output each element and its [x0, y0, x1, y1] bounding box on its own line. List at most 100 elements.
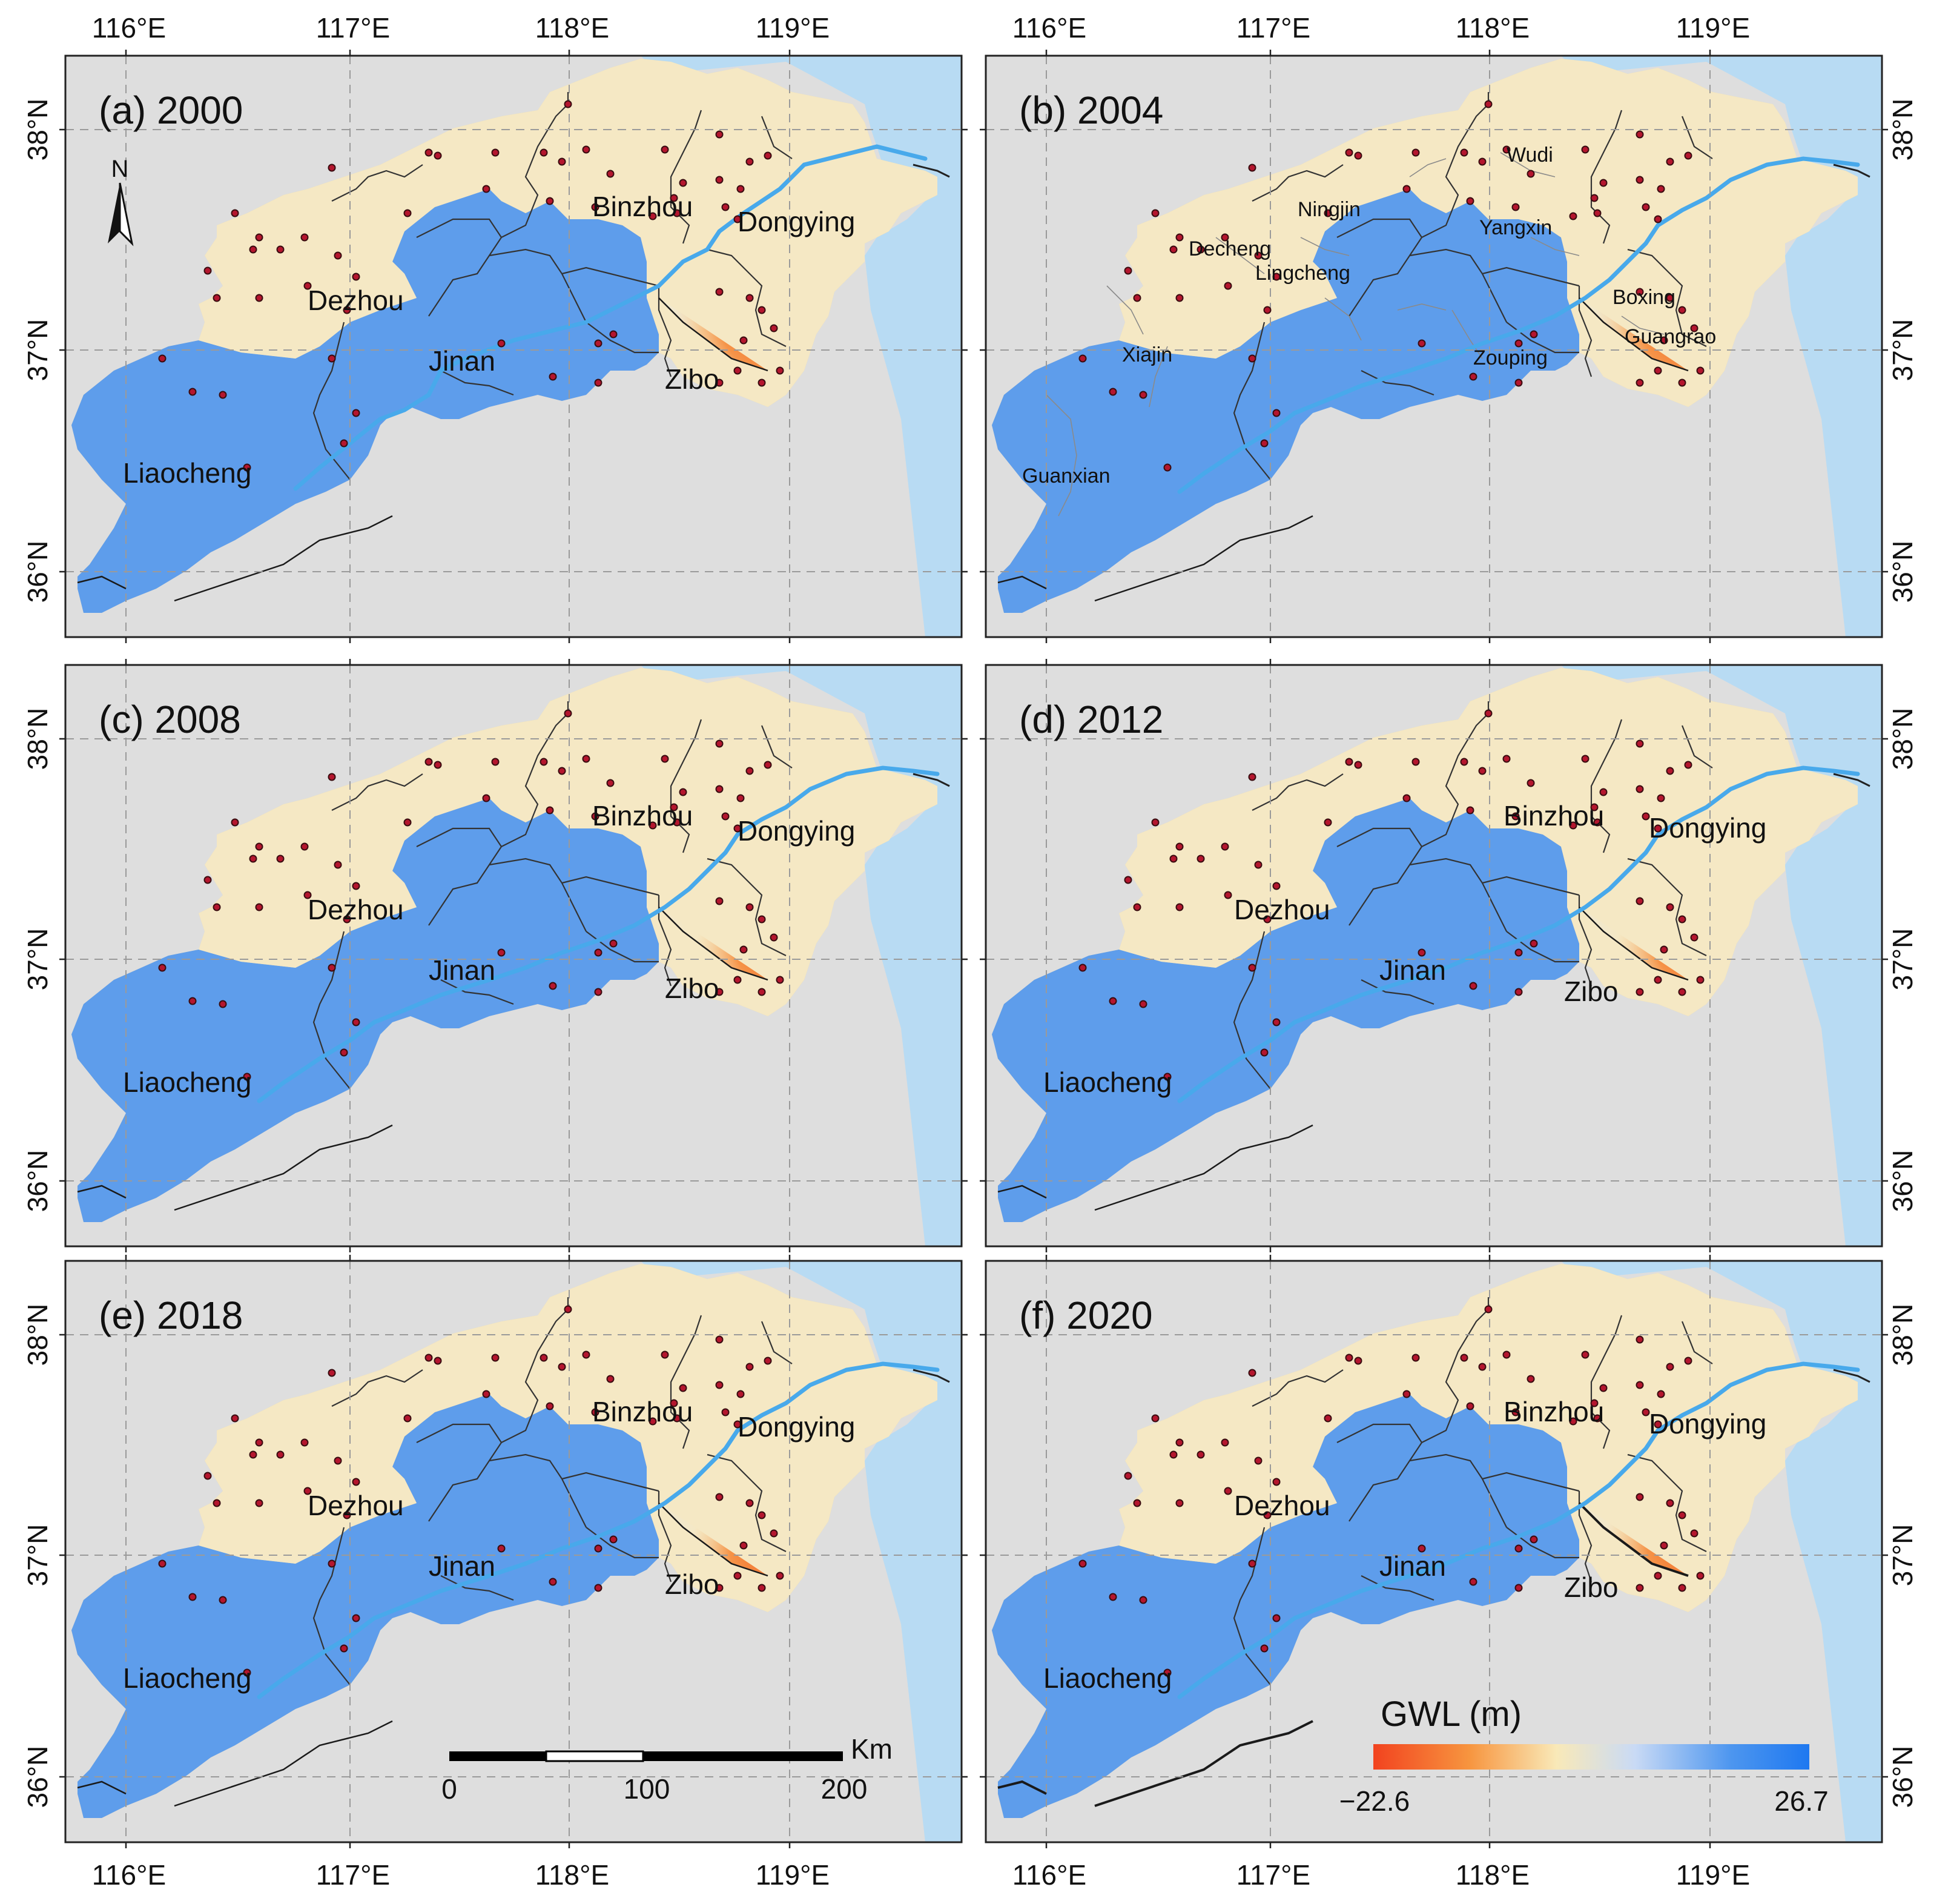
- monitoring-well: [1684, 151, 1692, 160]
- monitoring-well: [1254, 251, 1263, 260]
- monitoring-well: [1514, 948, 1523, 957]
- panel-frame: [64, 1260, 963, 1843]
- monitoring-well: [1642, 812, 1650, 821]
- monitoring-well: [1696, 366, 1705, 375]
- monitoring-well: [352, 882, 360, 890]
- city-label-jinan: Jinan: [429, 954, 495, 986]
- monitoring-well: [1569, 1417, 1577, 1426]
- county-label-guangrao: Guangrao: [1625, 325, 1716, 348]
- city-label-zibo: Zibo: [665, 973, 719, 1004]
- monitoring-well: [213, 294, 221, 302]
- monitoring-well: [1221, 233, 1229, 242]
- yellow-river: [293, 144, 928, 491]
- city-boundaries: [1233, 92, 1713, 480]
- monitoring-well: [745, 1363, 754, 1371]
- monitoring-well: [591, 203, 599, 211]
- monitoring-well: [243, 1668, 251, 1677]
- monitoring-well: [540, 758, 548, 766]
- city-label-dongying: Dongying: [738, 206, 855, 237]
- monitoring-well: [1469, 372, 1477, 381]
- monitoring-well: [1151, 209, 1160, 217]
- lat-label-36: 36°N: [22, 1746, 53, 1808]
- monitoring-well: [745, 903, 754, 911]
- monitoring-well: [1354, 1357, 1362, 1365]
- monitoring-well: [276, 245, 285, 254]
- monitoring-well: [564, 1305, 572, 1314]
- monitoring-well: [1124, 266, 1132, 275]
- monitoring-wells: [158, 100, 784, 472]
- monitoring-well: [558, 157, 566, 166]
- lat-label-38: 38°N: [22, 1304, 53, 1366]
- monitoring-well: [715, 176, 724, 184]
- monitoring-well: [594, 988, 602, 996]
- monitoring-well: [591, 1408, 599, 1416]
- monitoring-well: [1224, 282, 1232, 290]
- monitoring-well: [1657, 185, 1665, 193]
- monitoring-well: [606, 1375, 615, 1383]
- monitoring-wells: [158, 1305, 784, 1677]
- panel-a: Binzhou Dongying Dezhou Jinan Zibo Liaocheng 1…: [22, 12, 968, 643]
- monitoring-well: [340, 439, 348, 448]
- lon-label-top-116: 116°E: [1012, 12, 1086, 44]
- lon-label-bottom-118: 118°E: [535, 1859, 609, 1891]
- monitoring-well: [594, 948, 602, 957]
- monitoring-well: [1666, 767, 1674, 775]
- monitoring-well: [1345, 148, 1353, 157]
- monitoring-well: [213, 903, 221, 911]
- region-outline: [997, 297, 1689, 602]
- monitoring-well: [188, 388, 197, 396]
- monitoring-well: [715, 739, 724, 748]
- monitoring-well: [673, 818, 681, 827]
- monitoring-well: [434, 151, 442, 160]
- monitoring-well: [776, 976, 784, 984]
- monitoring-well: [249, 245, 257, 254]
- monitoring-well: [213, 1499, 221, 1507]
- city-label-dongying: Dongying: [738, 815, 855, 847]
- monitoring-well: [758, 915, 766, 924]
- monitoring-well: [1272, 273, 1281, 281]
- monitoring-well: [661, 145, 669, 154]
- monitoring-well: [1133, 1499, 1141, 1507]
- monitoring-well: [497, 339, 506, 348]
- lon-label-bottom-118: 118°E: [1456, 1859, 1530, 1891]
- city-label-liaocheng: Liaocheng: [123, 1066, 251, 1098]
- monitoring-well: [1139, 1000, 1147, 1008]
- monitoring-well: [343, 306, 351, 314]
- yellow-river: [257, 1361, 940, 1699]
- monitoring-well: [491, 758, 500, 766]
- monitoring-well: [1402, 1390, 1411, 1398]
- monitoring-well: [255, 233, 263, 242]
- monitoring-well: [733, 976, 742, 984]
- monitoring-well: [1581, 1350, 1590, 1359]
- monitoring-well: [582, 145, 590, 154]
- monitoring-well: [276, 854, 285, 863]
- monitoring-well: [1527, 779, 1535, 787]
- panel-frame: [985, 55, 1883, 638]
- county-label-boxing: Boxing: [1613, 286, 1675, 309]
- monitoring-well: [758, 306, 766, 314]
- city-label-binzhou: Binzhou: [1504, 1396, 1604, 1427]
- monitoring-well: [1484, 709, 1493, 718]
- lat-label-37: 37°N: [22, 319, 53, 382]
- monitoring-well: [1511, 812, 1520, 821]
- monitoring-well: [1690, 933, 1698, 942]
- monitoring-well: [1109, 997, 1117, 1005]
- monitoring-well: [764, 151, 772, 160]
- lon-label-bottom-116: 116°E: [92, 1859, 166, 1891]
- panel-frame: [64, 664, 963, 1248]
- city-label-dongying: Dongying: [1649, 1408, 1766, 1440]
- monitoring-well: [352, 1614, 360, 1622]
- monitoring-well: [609, 330, 618, 339]
- monitoring-well: [1599, 179, 1608, 187]
- monitoring-well: [403, 209, 412, 217]
- monitoring-well: [1684, 761, 1692, 769]
- monitoring-well: [334, 861, 342, 869]
- city-label-liaocheng: Liaocheng: [123, 457, 251, 489]
- region-outline: [997, 1502, 1689, 1807]
- monitoring-well: [1163, 1668, 1172, 1677]
- county-label-xiajin: Xiajin: [1122, 343, 1172, 366]
- monitoring-well: [1402, 185, 1411, 193]
- monitoring-well: [1514, 988, 1523, 996]
- monitoring-well: [1502, 145, 1511, 154]
- county-label-yangxin: Yangxin: [1479, 216, 1552, 239]
